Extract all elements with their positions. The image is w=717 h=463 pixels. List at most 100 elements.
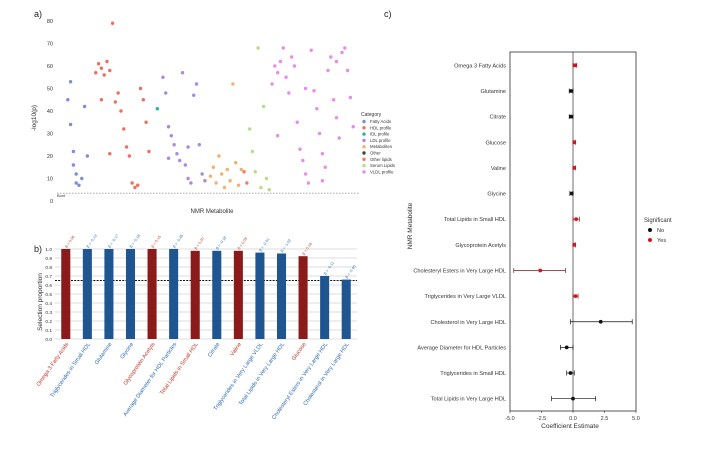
forest-legend-title: Significant (644, 218, 672, 224)
manhattan-point (77, 183, 81, 187)
forest-point (538, 268, 543, 273)
manhattan-legend-swatch (362, 119, 366, 124)
selection-bar (147, 249, 157, 339)
manhattan-point (217, 154, 221, 158)
panel-label-b: b) (34, 244, 42, 254)
manhattan-point (105, 59, 109, 64)
coefficient-forest-plot: NMR Metabolite Coefficient Estimate -5.0… (407, 51, 672, 430)
manhattan-legend-label: Metabolites (370, 144, 392, 149)
manhattan-point (124, 145, 129, 149)
manhattan-legend-label: Fatty Acids (370, 119, 391, 124)
forest-row-label: Triglycerides in Small HDL (440, 371, 506, 377)
manhattan-legend-title: Category (361, 112, 382, 118)
manhattan-point (208, 174, 213, 178)
manhattan-point (116, 91, 120, 95)
manhattan-point (119, 109, 123, 113)
manhattan-point (292, 64, 297, 68)
manhattan-y-tick-label: 50 (47, 87, 53, 93)
manhattan-legend-label: Serum Lipids (370, 163, 395, 168)
manhattan-point (228, 179, 232, 183)
bar-data-label: β = -0.17 (107, 234, 119, 249)
manhattan-legend-label: VLDL profile (370, 169, 394, 174)
manhattan-threshold-label: Bonf (57, 193, 66, 198)
manhattan-point (334, 59, 339, 64)
manhattan-point (343, 46, 347, 50)
forest-row-label: Omega 3 Fatty Acids (454, 63, 506, 69)
manhattan-point (247, 127, 252, 131)
manhattan-point (303, 86, 308, 91)
bar-data-label: β = -1.02 (280, 238, 292, 253)
manhattan-legend-label: Other lipids (370, 157, 392, 162)
bar-y-tick-label: 0.9 (45, 256, 52, 262)
forest-legend-label: No (657, 228, 664, 234)
manhattan-point (99, 98, 104, 102)
manhattan-point (225, 167, 229, 172)
selection-bar (104, 249, 114, 339)
manhattan-point (301, 158, 305, 163)
manhattan-point (180, 71, 185, 75)
manhattan-legend-swatch (362, 138, 366, 143)
forest-point (569, 191, 574, 196)
bar-category-label: Citrate (207, 342, 221, 359)
manhattan-point (178, 158, 182, 163)
forest-x-tick-label: -5.0 (505, 416, 514, 422)
panel-label-c: c) (384, 9, 392, 19)
selection-bar (61, 249, 71, 339)
selection-bar (82, 249, 92, 339)
manhattan-point (71, 149, 76, 154)
manhattan-point (331, 98, 336, 102)
manhattan-point (259, 185, 263, 190)
selection-bar (298, 256, 308, 339)
manhattan-point (194, 82, 199, 86)
manhattan-point (192, 93, 196, 97)
forest-point (572, 165, 577, 170)
manhattan-y-tick-label: 20 (47, 154, 53, 160)
bar-category-label: Total Lipids in Small HDL (159, 342, 200, 396)
forest-legend-label: Yes (657, 238, 666, 244)
manhattan-y-tick-label: 40 (47, 109, 53, 115)
manhattan-legend-swatch (362, 163, 366, 168)
manhattan-point (231, 82, 235, 86)
forest-row-label: Glucose (485, 140, 506, 146)
forest-row-label: Valine (491, 166, 506, 172)
forest-point (571, 396, 575, 401)
manhattan-point (289, 55, 294, 59)
bar-y-tick-label: 0.5 (45, 292, 52, 298)
manhattan-legend-swatch (362, 157, 366, 161)
bar-category-label: Glucose (291, 342, 308, 362)
forest-legend: Significant No Yes (644, 218, 672, 244)
bar-y-axis-label: Selection proportion (37, 273, 44, 331)
manhattan-point (99, 66, 104, 70)
selection-bar (169, 249, 179, 339)
manhattan-point (108, 152, 112, 156)
manhattan-point (110, 21, 115, 25)
manhattan-point (242, 170, 246, 174)
manhattan-point (306, 181, 311, 185)
manhattan-point (295, 120, 299, 124)
bar-y-tick-label: 0.6 (45, 283, 52, 289)
manhattan-point (122, 127, 126, 131)
manhattan-point (345, 68, 350, 73)
manhattan-legend-swatch (362, 132, 366, 136)
forest-row-label: Glycoprotein Acetyls (455, 243, 506, 249)
manhattan-legend-swatch (362, 170, 366, 174)
bar-y-tick-label: 0.1 (45, 328, 52, 334)
manhattan-x-axis-label: NMR Metabolite (190, 209, 234, 215)
forest-row-label: Average Diameter for HDL Particles (417, 345, 506, 351)
bar-data-label: β = 0.15 (151, 235, 162, 249)
manhattan-point (144, 120, 148, 124)
forest-point (572, 63, 577, 68)
selection-bar (233, 250, 243, 339)
bar-data-label: β = -0.11 (323, 261, 335, 275)
manhattan-point (326, 68, 330, 73)
forest-x-tick-label: -2.5 (537, 416, 546, 422)
manhattan-y-axis-label: -log10(p) (31, 105, 38, 131)
forest-point (574, 217, 579, 222)
manhattan-y-tick-label: 80 (47, 19, 53, 25)
manhattan-legend-label: Other (370, 151, 381, 156)
manhattan-y-tick-label: 70 (47, 42, 53, 48)
selection-bar (190, 250, 200, 339)
forest-point (572, 140, 577, 145)
manhattan-point (278, 59, 283, 64)
forest-point (572, 242, 577, 247)
